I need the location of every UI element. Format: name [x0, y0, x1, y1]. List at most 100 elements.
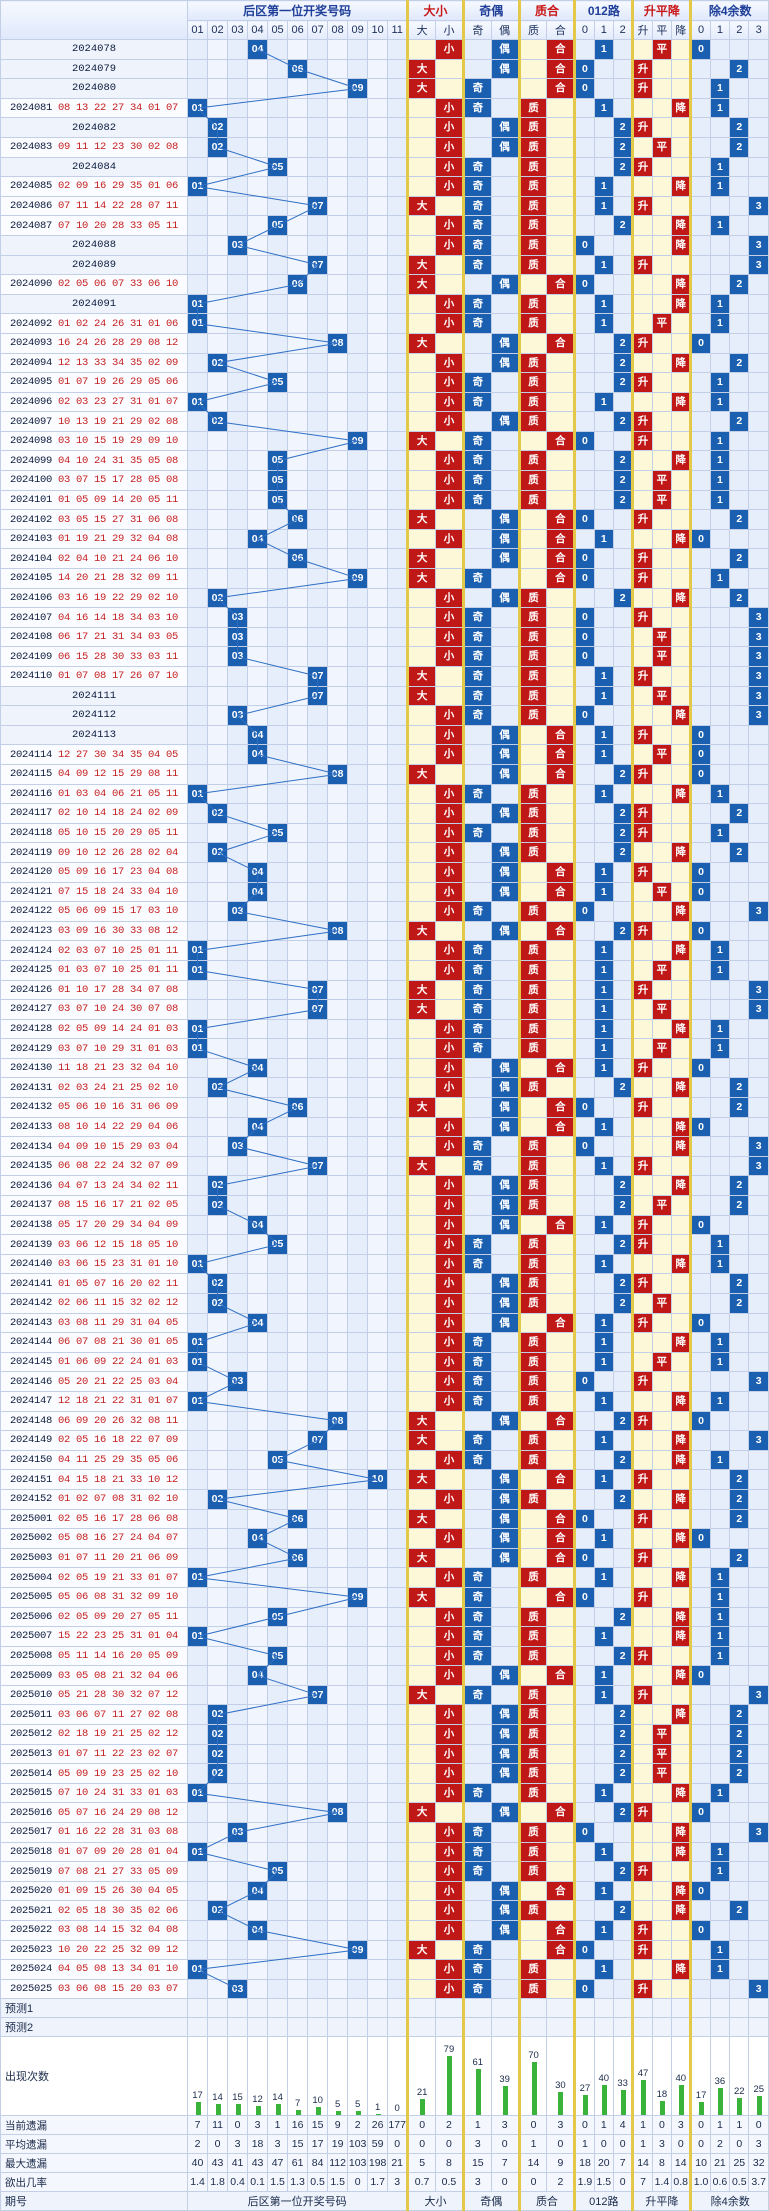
forecast-cell[interactable] [267, 2017, 289, 2038]
digit-cell [387, 1488, 409, 1510]
forecast-cell[interactable] [593, 1998, 614, 2019]
forecast-cell[interactable] [347, 1998, 369, 2019]
attr-marker: 0 [693, 883, 710, 901]
forecast-cell[interactable] [367, 1998, 389, 2019]
forecast-cell[interactable] [247, 1998, 269, 2019]
attr-cell [709, 509, 731, 530]
forecast-cell[interactable] [612, 1998, 634, 2019]
digit-cell [307, 940, 329, 961]
attr-marker: 3 [749, 256, 768, 274]
forecast-cell[interactable] [631, 1998, 653, 2019]
forecast-cell[interactable] [573, 2017, 595, 2038]
attr-cell: 1 [709, 450, 731, 472]
digit-cell [227, 274, 249, 295]
forecast-cell[interactable] [517, 2017, 548, 2038]
attr-cell [729, 1253, 750, 1275]
forecast-cell[interactable] [307, 1998, 329, 2019]
forecast-cell[interactable] [748, 2017, 769, 2038]
col-header-7: 08 [327, 20, 349, 40]
forecast-cell[interactable] [729, 1998, 750, 2019]
forecast-cell[interactable] [186, 2017, 209, 2038]
attr-marker: 小 [436, 1216, 462, 1234]
attr-marker: 1 [711, 1647, 729, 1665]
attr-cell: 3 [748, 626, 769, 648]
forecast-cell[interactable] [651, 2017, 673, 2038]
forecast-cell[interactable] [729, 2017, 750, 2038]
attr-cell: 小 [435, 959, 464, 981]
issue-number: 2024095 [9, 376, 58, 389]
forecast-cell[interactable] [748, 1998, 769, 2019]
digit-cell [327, 1351, 349, 1373]
forecast-cell[interactable] [709, 2017, 731, 2038]
forecast-cell[interactable] [490, 2017, 520, 2038]
draw-numbers: 02 03 23 27 31 01 07 [57, 395, 179, 408]
forecast-cell[interactable] [573, 1998, 595, 2019]
attr-cell: 大 [406, 1430, 437, 1451]
digit-cell [247, 920, 269, 942]
forecast-cell[interactable] [612, 2017, 634, 2038]
forecast-cell[interactable] [435, 1998, 464, 2019]
forecast-cell[interactable] [546, 1998, 576, 2019]
attr-cell [517, 1547, 548, 1569]
attr-cell [631, 489, 653, 511]
attr-cell [490, 215, 520, 236]
forecast-cell[interactable] [347, 2017, 369, 2038]
forecast-cell[interactable] [689, 2017, 711, 2038]
attr-cell [689, 430, 711, 452]
issue-number: 2024136 [9, 1179, 58, 1192]
stat-cell: 0 [612, 2172, 634, 2193]
forecast-cell[interactable] [267, 1998, 289, 2019]
attr-marker: 大 [410, 667, 435, 686]
forecast-cell[interactable] [546, 2017, 576, 2038]
digit-cell [207, 1841, 229, 1863]
attr-marker: 质 [522, 1490, 546, 1509]
forecast-cell[interactable] [671, 2017, 692, 2038]
forecast-cell[interactable] [186, 1998, 209, 2019]
forecast-cell[interactable] [327, 2017, 349, 2038]
forecast-cell[interactable] [387, 1998, 409, 2019]
forecast-cell[interactable] [689, 1998, 711, 2019]
forecast-cell[interactable] [307, 2017, 329, 2038]
attr-marker: 2 [614, 1803, 632, 1822]
forecast-cell[interactable] [327, 1998, 349, 2019]
attr-cell [517, 1880, 548, 1902]
issue-number: 2025022 [9, 1924, 58, 1937]
forecast-cell[interactable] [461, 2017, 492, 2038]
attr-cell [709, 999, 731, 1020]
forecast-cell[interactable] [367, 2017, 389, 2038]
digit-cell [347, 450, 369, 472]
attr-cell [461, 352, 492, 374]
forecast-cell[interactable] [490, 1998, 520, 2019]
attr-cell [729, 1371, 750, 1392]
draw-numbers: 07 11 14 22 28 07 11 [57, 200, 179, 213]
attr-cell: 1 [593, 1469, 614, 1490]
forecast-cell[interactable] [207, 1998, 229, 2019]
digit-cell [347, 822, 369, 844]
forecast-cell[interactable] [593, 2017, 614, 2038]
forecast-cell[interactable] [461, 1998, 492, 2019]
forecast-cell[interactable] [517, 1998, 548, 2019]
attr-cell [546, 1841, 576, 1863]
forecast-cell[interactable] [287, 2017, 309, 2038]
forecast-cell[interactable] [651, 1998, 673, 2019]
digit-cell [267, 568, 289, 589]
forecast-cell[interactable] [631, 2017, 653, 2038]
forecast-cell[interactable] [387, 2017, 409, 2038]
attr-cell [517, 1939, 548, 1961]
forecast-cell[interactable] [287, 1998, 309, 2019]
attr-cell [729, 372, 750, 393]
forecast-cell[interactable] [247, 2017, 269, 2038]
digit-cell: 02 [207, 1488, 229, 1510]
forecast-cell[interactable] [227, 2017, 249, 2038]
forecast-cell[interactable] [435, 2017, 464, 2038]
forecast-cell[interactable] [671, 1998, 692, 2019]
digit-cell [207, 607, 229, 628]
digit-cell [307, 1097, 329, 1118]
forecast-cell[interactable] [406, 2017, 437, 2038]
attr-cell [671, 1214, 692, 1236]
forecast-cell[interactable] [227, 1998, 249, 2019]
forecast-cell[interactable] [207, 2017, 229, 2038]
forecast-cell[interactable] [406, 1998, 437, 2019]
forecast-cell[interactable] [709, 1998, 731, 2019]
digit-cell [327, 1939, 349, 1961]
